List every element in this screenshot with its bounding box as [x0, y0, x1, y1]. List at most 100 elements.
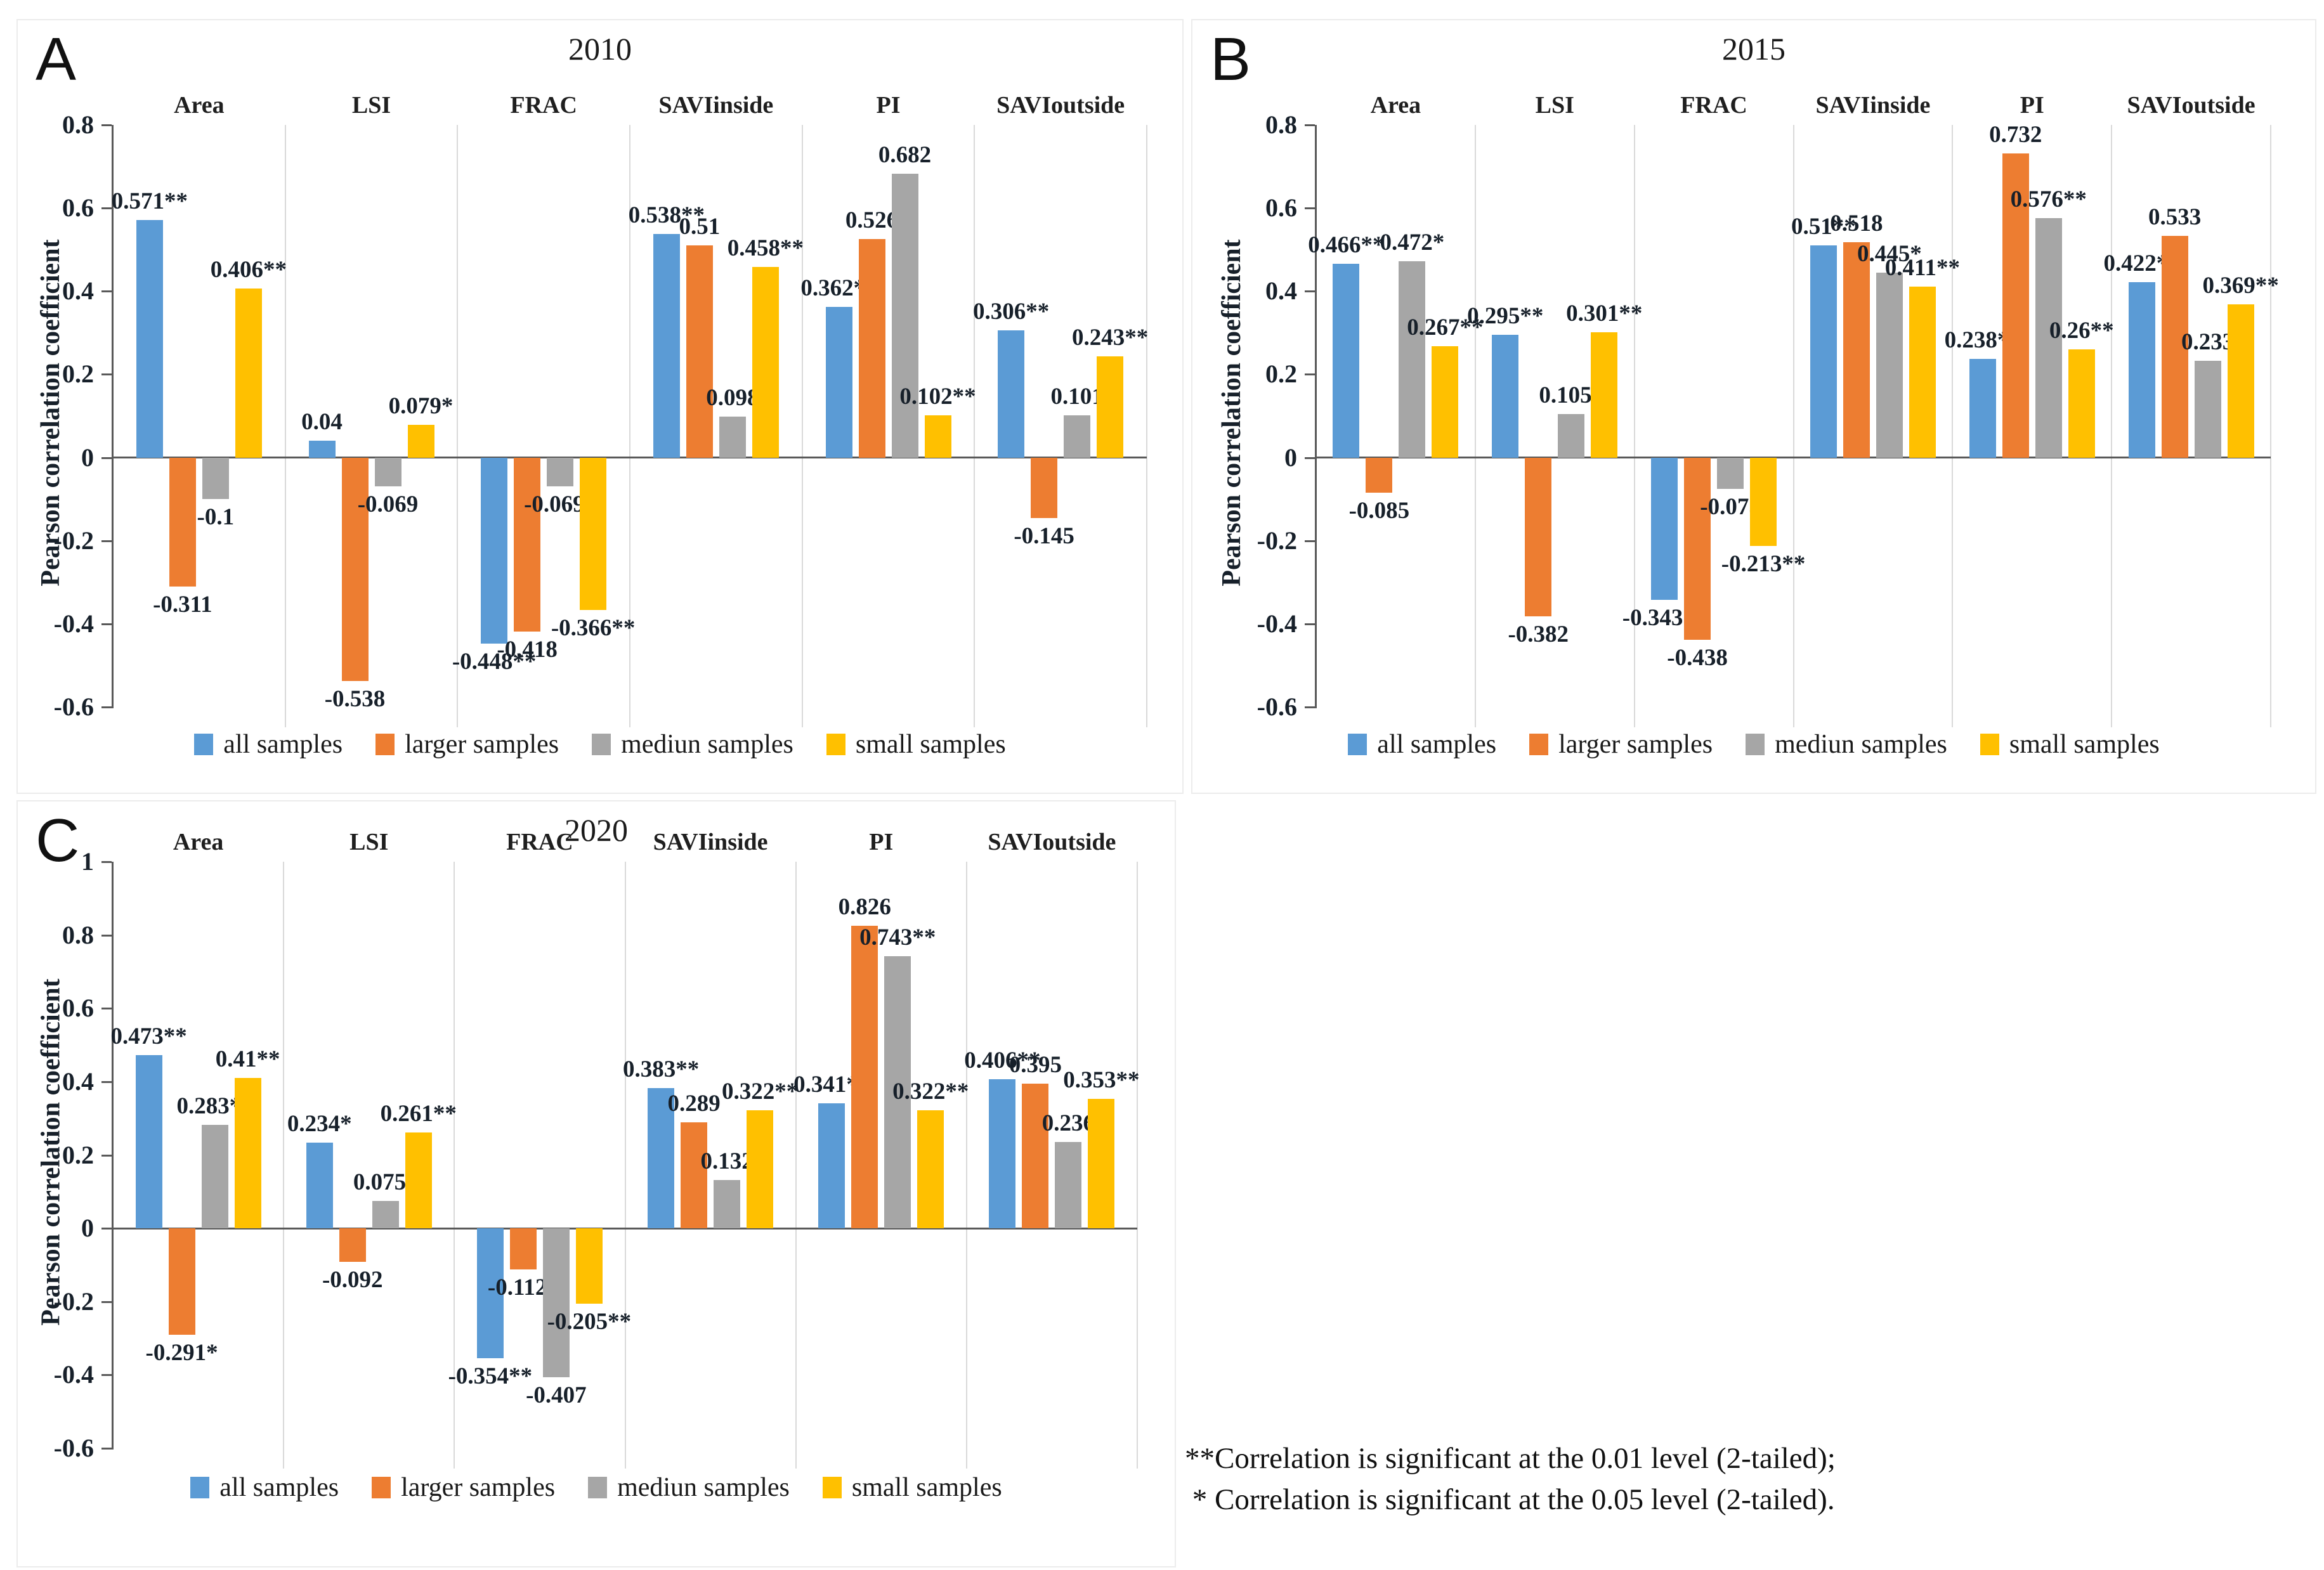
legend-swatch-small-samples — [822, 1477, 842, 1498]
category-header-pi: PI — [2020, 92, 2044, 119]
zero-axis-line — [113, 1227, 1137, 1229]
y-axis-tick-label: 0.2 — [62, 1140, 94, 1169]
zero-axis-line — [1316, 457, 2271, 459]
bar-larger-samples-saviinside — [686, 245, 713, 458]
bar-larger-samples-saviinside — [1843, 242, 1870, 458]
value-label-mediun-samples-area: 0.472* — [1380, 230, 1445, 256]
value-label-larger-samples-lsi: -0.538 — [324, 686, 386, 713]
category-separator-line — [1137, 862, 1138, 1469]
bar-small-samples-saviinside — [752, 267, 779, 458]
value-label-larger-samples-saviinside: 0.51 — [679, 214, 721, 240]
y-axis-title: Pearson correlation coefficient — [36, 978, 65, 1326]
value-label-larger-samples-lsi: -0.382 — [1508, 621, 1569, 648]
bar-larger-samples-lsi — [1525, 457, 1552, 617]
value-label-small-samples-savioutside: 0.243** — [1072, 325, 1149, 351]
legend-swatch-all-samples — [1348, 734, 1368, 755]
y-axis-tick-label: 0.4 — [62, 1067, 94, 1096]
category-separator-line — [457, 125, 459, 727]
bar-all-samples-savioutside — [989, 1079, 1016, 1229]
plot-area-2015: 0.8 0.6 0.4 0.2 0 -0.2 -0.4 -0.6 Area LSI FRAC SAVI… — [1192, 20, 2315, 793]
bar-larger-samples-area — [168, 1228, 195, 1335]
y-axis-tick — [1305, 124, 1315, 126]
value-label-larger-samples-area: -0.085 — [1348, 498, 1410, 524]
value-label-larger-samples-pi: 0.826 — [838, 893, 891, 920]
bar-all-samples-lsi — [1492, 335, 1519, 458]
y-axis-tick-label: 0.6 — [62, 994, 94, 1023]
y-axis-line — [112, 125, 114, 708]
legend-swatch-mediun-samples — [1746, 734, 1765, 755]
value-label-all-samples-lsi: 0.295** — [1467, 303, 1544, 330]
legend-label-larger-samples: larger samples — [1558, 730, 1713, 759]
bar-all-samples-area — [135, 1054, 162, 1229]
category-header-saviinside: SAVIinside — [653, 829, 768, 855]
legend-label-all-samples: all samples — [219, 1473, 339, 1502]
legend-swatch-small-samples — [1980, 734, 1999, 755]
category-header-savioutside: SAVIoutside — [996, 92, 1125, 119]
value-label-mediun-samples-savioutside: 0.233 — [2181, 328, 2235, 355]
y-axis-tick-label: -0.6 — [1257, 692, 1297, 721]
category-separator-line — [1633, 125, 1635, 727]
bar-small-samples-saviinside — [747, 1110, 774, 1229]
value-label-small-samples-pi: 0.102** — [899, 383, 976, 410]
y-axis-tick — [1305, 540, 1315, 542]
category-separator-line — [1474, 125, 1476, 727]
legend-swatch-mediun-samples — [588, 1477, 608, 1498]
footnote-line-2: * Correlation is significant at the 0.05… — [1185, 1482, 1835, 1516]
category-header-pi: PI — [869, 829, 894, 855]
value-label-small-samples-area: 0.41** — [215, 1046, 280, 1073]
legend-swatch-mediun-samples — [592, 734, 611, 755]
legend-label-larger-samples: larger samples — [401, 1473, 556, 1502]
value-label-all-samples-saviinside: 0.383** — [622, 1056, 700, 1082]
value-label-mediun-samples-frac: -0.407 — [526, 1382, 587, 1409]
footnote-line-1: **Correlation is significant at the 0.01… — [1185, 1442, 1836, 1475]
bar-all-samples-frac — [481, 457, 508, 644]
bar-mediun-samples-lsi — [1558, 413, 1585, 458]
y-axis-tick-label: 0.2 — [62, 360, 94, 389]
legend-2015: all samples larger samples mediun samples s… — [1192, 729, 2315, 760]
legend-swatch-larger-samples — [1529, 734, 1549, 755]
value-label-mediun-samples-frac: -0.075 — [1700, 493, 1761, 520]
bar-small-samples-lsi — [1591, 332, 1618, 458]
chart-title-2010: 2010 — [568, 31, 632, 67]
value-label-small-samples-frac: -0.205** — [547, 1308, 632, 1335]
panel-label-a: A — [36, 25, 77, 93]
chart-title-2015: 2015 — [1722, 31, 1785, 67]
bar-small-samples-savioutside — [1088, 1099, 1115, 1229]
legend-label-all-samples: all samples — [1377, 730, 1497, 759]
bar-mediun-samples-area — [201, 1124, 228, 1229]
legend-swatch-all-samples — [194, 734, 214, 755]
legend-swatch-small-samples — [826, 734, 845, 755]
bar-small-samples-saviinside — [1909, 287, 1936, 458]
category-separator-line — [2111, 125, 2113, 727]
category-separator-line — [624, 862, 626, 1469]
category-separator-line — [629, 125, 630, 727]
legend-item-all-samples: all samples — [1348, 729, 1496, 760]
y-axis-tick-label: -0.6 — [53, 692, 94, 721]
bar-larger-samples-frac — [509, 1228, 537, 1269]
y-axis-tick-label: 0.4 — [62, 276, 94, 306]
legend-label-small-samples: small samples — [851, 1473, 1002, 1502]
y-axis-tick — [101, 1374, 112, 1377]
category-separator-line — [2270, 125, 2271, 727]
value-label-mediun-samples-frac: -0.069* — [524, 491, 597, 517]
y-axis-tick-label: -0.2 — [53, 1287, 94, 1316]
bar-all-samples-area — [136, 220, 163, 458]
category-header-frac: FRAC — [506, 829, 573, 855]
panel-b: B 2015 0.8 0.6 0.4 0.2 0 -0.2 -0.4 -0.6 Area LSI F… — [1191, 19, 2316, 794]
bar-larger-samples-area — [1366, 457, 1393, 493]
y-axis-tick — [101, 1008, 112, 1010]
y-axis-tick — [101, 861, 112, 863]
value-label-small-samples-frac: -0.366** — [551, 614, 636, 641]
y-axis-tick — [101, 623, 112, 625]
y-axis-tick — [101, 934, 112, 937]
y-axis-tick — [101, 373, 112, 376]
bar-mediun-samples-savioutside — [1055, 1141, 1082, 1229]
category-separator-line — [284, 125, 286, 727]
legend-item-small-samples: small samples — [822, 1472, 1002, 1503]
bar-small-samples-area — [235, 289, 262, 458]
legend-2020: all samples larger samples mediun samples s… — [18, 1472, 1175, 1503]
chart-title-2020: 2020 — [565, 812, 628, 848]
value-label-all-samples-lsi: 0.234* — [287, 1110, 352, 1137]
y-axis-title: Pearson correlation coefficient — [36, 239, 65, 587]
value-label-all-samples-saviinside: 0.51** — [1791, 214, 1856, 240]
